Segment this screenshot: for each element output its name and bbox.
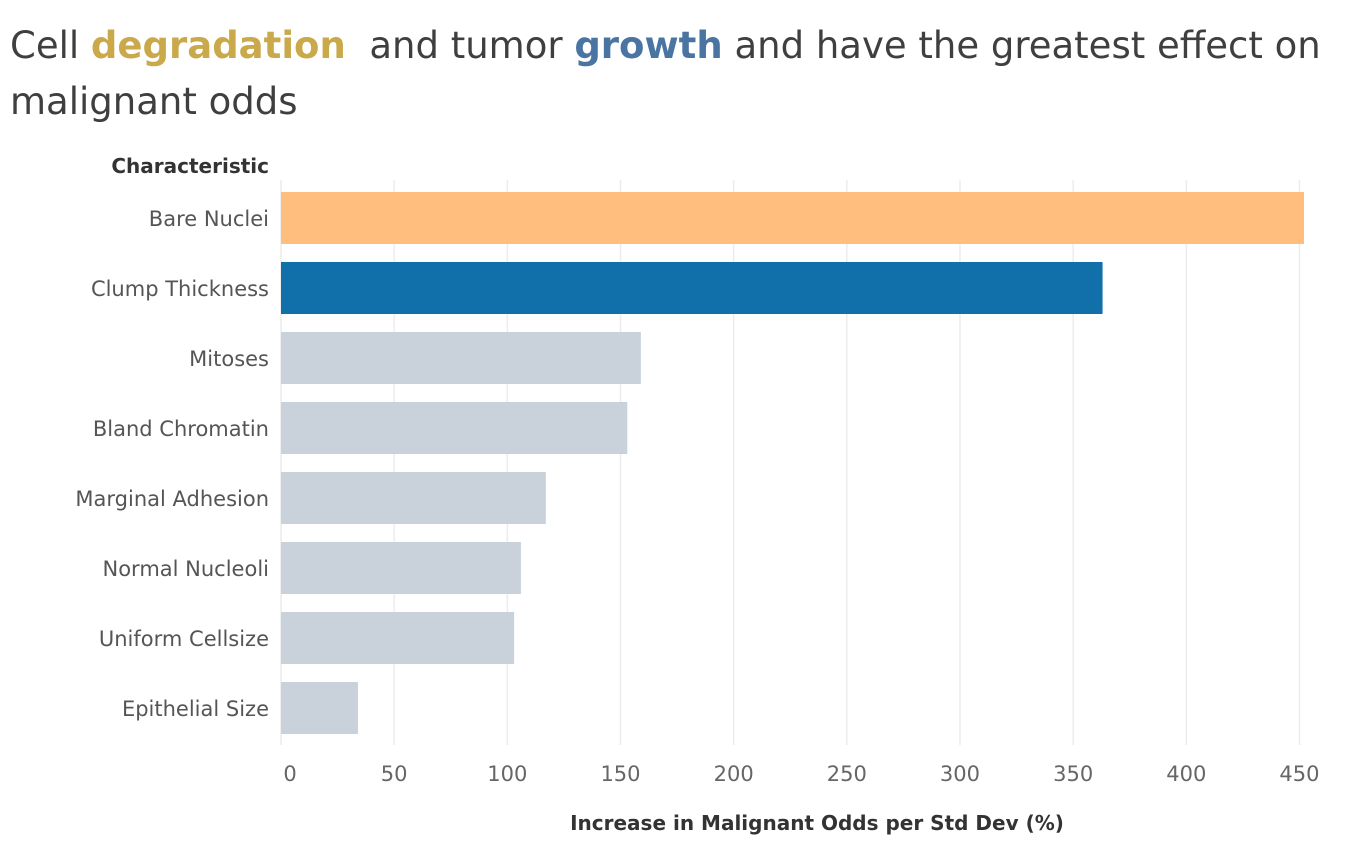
x-tick-label: 150 bbox=[600, 762, 640, 786]
x-tick-label: 250 bbox=[827, 762, 867, 786]
title-part1: Cell bbox=[10, 24, 91, 67]
x-tick-label: 450 bbox=[1279, 762, 1319, 786]
x-tick-label: 200 bbox=[714, 762, 754, 786]
title-highlight-degradation: degradation bbox=[90, 24, 346, 67]
y-axis-title: Characteristic bbox=[111, 154, 269, 178]
bar-epithelial-size[interactable] bbox=[281, 682, 358, 734]
category-label: Normal Nucleoli bbox=[103, 557, 270, 581]
bar-uniform-cellsize[interactable] bbox=[281, 612, 515, 664]
bar-normal-nucleoli[interactable] bbox=[281, 542, 521, 594]
bars bbox=[281, 192, 1304, 734]
x-axis-title: Increase in Malignant Odds per Std Dev (… bbox=[570, 811, 1064, 835]
title-highlight-growth: growth bbox=[574, 24, 723, 67]
bar-bland-chromatin[interactable] bbox=[281, 402, 628, 454]
category-label: Bare Nuclei bbox=[149, 207, 269, 231]
x-tick-label: 350 bbox=[1053, 762, 1093, 786]
x-tick-label: 50 bbox=[381, 762, 408, 786]
bar-clump-thickness[interactable] bbox=[281, 262, 1103, 314]
x-tick-label: 300 bbox=[940, 762, 980, 786]
x-tick-label: 0 bbox=[283, 762, 296, 786]
x-tick-labels: 0 50 100 150 200 250 300 350 400 450 bbox=[283, 762, 1319, 786]
category-label: Bland Chromatin bbox=[93, 417, 269, 441]
bar-bare-nuclei[interactable] bbox=[281, 192, 1304, 244]
category-label: Marginal Adhesion bbox=[75, 487, 269, 511]
chart-title: Cell degradation and tumor growth and ha… bbox=[10, 18, 1340, 130]
bar-marginal-adhesion[interactable] bbox=[281, 472, 546, 524]
title-part3: and have the greatest effect on malignan… bbox=[10, 24, 1321, 123]
x-tick-label: 100 bbox=[487, 762, 527, 786]
category-label: Uniform Cellsize bbox=[99, 627, 269, 651]
title-part2: and tumor bbox=[345, 24, 575, 67]
x-tick-label: 400 bbox=[1166, 762, 1206, 786]
category-label: Clump Thickness bbox=[91, 277, 269, 301]
category-label: Mitoses bbox=[189, 347, 269, 371]
category-label: Epithelial Size bbox=[122, 697, 269, 721]
bar-mitoses[interactable] bbox=[281, 332, 641, 384]
category-labels: Bare Nuclei Clump Thickness Mitoses Bland C… bbox=[75, 207, 269, 721]
